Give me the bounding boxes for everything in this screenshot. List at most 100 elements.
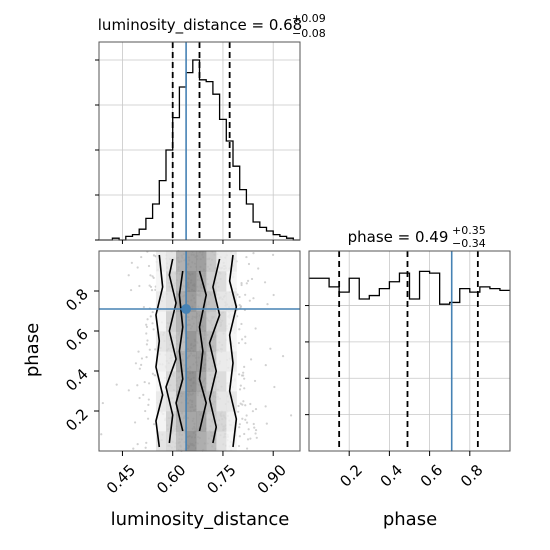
scatter-point <box>263 281 267 284</box>
histogram-steps <box>99 59 510 305</box>
scatter-point <box>148 348 151 351</box>
density-cell <box>186 431 197 452</box>
luminosity-distance-title-minus: −0.08 <box>292 27 326 40</box>
axes-frames <box>98 41 511 452</box>
scatter-point <box>238 388 242 391</box>
scatter-point <box>245 282 248 285</box>
scatter-xtick-label: 0.60 <box>153 461 189 497</box>
scatter-point <box>254 432 257 435</box>
scatter-point <box>146 417 150 420</box>
scatter-point <box>255 436 258 439</box>
scatter-point <box>269 347 272 350</box>
scatter-point <box>127 389 130 392</box>
hist2-xtick-label: 0.6 <box>417 461 447 491</box>
scatter-point <box>134 362 138 365</box>
scatter-point <box>237 341 241 345</box>
scatter-ytick-label: 0.6 <box>62 325 92 355</box>
scatter-point <box>238 328 241 331</box>
density-cell <box>186 311 197 332</box>
hist2-xtick-label: 0.8 <box>457 461 487 491</box>
density-cell <box>176 291 187 312</box>
scatter-point <box>143 380 146 384</box>
density-cell <box>216 271 227 292</box>
scatter-point <box>149 285 153 289</box>
density-cell <box>216 311 227 332</box>
scatter-point <box>238 426 241 429</box>
density-cell <box>155 271 167 292</box>
scatter-point <box>240 338 244 341</box>
scatter-point <box>254 327 257 330</box>
density-cell <box>216 411 227 432</box>
density-cell <box>216 431 227 452</box>
scatter-point <box>147 403 150 406</box>
density-cell <box>155 351 167 372</box>
scatter-point <box>152 276 155 279</box>
scatter-point <box>254 407 258 411</box>
density-cell <box>216 351 227 372</box>
hist2-xtick-label: 0.4 <box>377 461 407 491</box>
scatter-ytick-label: 0.8 <box>62 285 92 315</box>
scatter-point <box>253 379 257 383</box>
scatter-frame <box>98 250 301 452</box>
scatter-point <box>237 410 240 413</box>
density-cell <box>226 331 237 352</box>
scatter-point <box>243 432 246 436</box>
scatter-point <box>152 328 155 331</box>
density-cell <box>206 331 217 352</box>
luminosity-distance-title-value: 0.68 <box>269 16 302 34</box>
scatter-point <box>244 335 247 338</box>
scatter-point <box>249 402 252 406</box>
density-cell <box>206 411 217 432</box>
scatter-point <box>149 315 152 318</box>
scatter-point <box>136 266 139 269</box>
scatter-point <box>152 254 156 257</box>
density-cell <box>206 391 217 412</box>
scatter-point <box>271 253 275 256</box>
density-cell <box>206 371 217 392</box>
scatter-point <box>144 409 147 413</box>
scatter-point <box>151 322 154 325</box>
scatter-point <box>115 383 118 386</box>
scatter-point <box>136 443 139 446</box>
hist-luminosity-distance-steps <box>99 59 300 241</box>
scatter-point <box>138 367 141 370</box>
scatter-point <box>100 433 103 436</box>
scatter-point <box>138 284 141 288</box>
scatter-point <box>264 405 267 408</box>
density-cell <box>176 311 187 332</box>
scatter-point <box>130 261 133 264</box>
scatter-point <box>236 293 239 296</box>
density-cell <box>206 271 217 292</box>
scatter-point <box>237 404 240 408</box>
density-cell <box>196 271 207 292</box>
luminosity-distance-title-plus: +0.09 <box>292 12 326 25</box>
luminosity-distance-title-param: luminosity_distance <box>98 16 247 35</box>
density-cell <box>176 251 187 272</box>
density-cell <box>196 431 207 452</box>
phase-title: phase = 0.49 <box>348 228 449 246</box>
scatter-point <box>145 325 149 329</box>
density-cell <box>206 351 217 372</box>
scatter-point <box>247 428 250 431</box>
scatter-point <box>253 426 256 429</box>
density-cell <box>216 291 227 312</box>
scatter-point <box>239 402 242 405</box>
scatter-point <box>281 355 285 358</box>
density-cell <box>226 351 237 372</box>
density-cell <box>155 331 167 352</box>
scatter-point <box>245 414 248 417</box>
density-cell <box>206 311 217 332</box>
density-shading <box>155 251 237 452</box>
density-cell <box>166 251 177 272</box>
scatter-point <box>145 441 148 444</box>
scatter-point <box>101 401 104 405</box>
grid-lines <box>99 42 510 451</box>
contour-middle-right <box>208 258 221 444</box>
y-axis-label-phase: phase <box>22 323 43 377</box>
scatter-point <box>245 447 249 450</box>
density-cell <box>186 291 197 312</box>
density-cell <box>155 251 167 272</box>
scatter-point <box>251 410 255 413</box>
density-cell <box>226 291 237 312</box>
scatter-point <box>243 387 246 390</box>
